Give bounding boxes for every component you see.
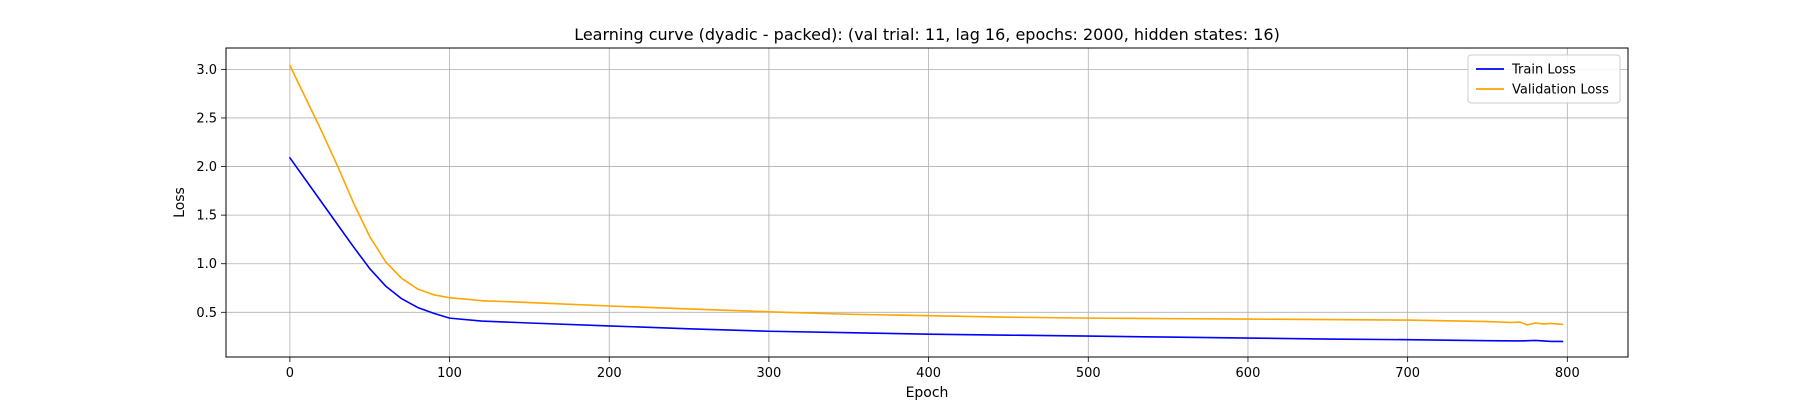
legend-label: Validation Loss — [1512, 83, 1609, 98]
x-tick-label: 100 — [437, 366, 462, 381]
series-group — [289, 64, 1564, 343]
x-tick-label: 300 — [757, 366, 782, 381]
x-tick-label: 600 — [1236, 366, 1261, 381]
y-tick-label: 2.0 — [196, 160, 217, 175]
y-tick-label: 0.5 — [196, 306, 217, 321]
x-tick-label: 700 — [1395, 366, 1420, 381]
x-tick-label: 200 — [597, 366, 622, 381]
y-tick-label: 1.5 — [196, 209, 217, 224]
y-tick-label: 3.0 — [196, 63, 217, 78]
x-axis-label: Epoch — [906, 385, 949, 400]
chart-title: Learning curve (dyadic - packed): (val t… — [574, 25, 1280, 44]
y-axis-label: Loss — [172, 187, 188, 218]
ticks: 0 100 200 300 400 500 600 700 800 0.5 1.0 1.5 2.0 2.5… — [196, 63, 1579, 381]
legend-box — [1467, 54, 1621, 104]
x-tick-label: 0 — [286, 366, 294, 381]
x-tick-label: 400 — [916, 366, 941, 381]
x-tick-label: 500 — [1076, 366, 1101, 381]
train-loss-line — [289, 157, 1564, 343]
y-tick-label: 2.5 — [196, 111, 217, 126]
plot-frame — [225, 47, 1629, 358]
legend: Train Loss Validation Loss — [1467, 54, 1621, 104]
legend-label: Train Loss — [1511, 63, 1576, 78]
x-tick-label: 800 — [1555, 366, 1580, 381]
y-tick-label: 1.0 — [196, 257, 217, 272]
validation-loss-line — [289, 64, 1564, 326]
